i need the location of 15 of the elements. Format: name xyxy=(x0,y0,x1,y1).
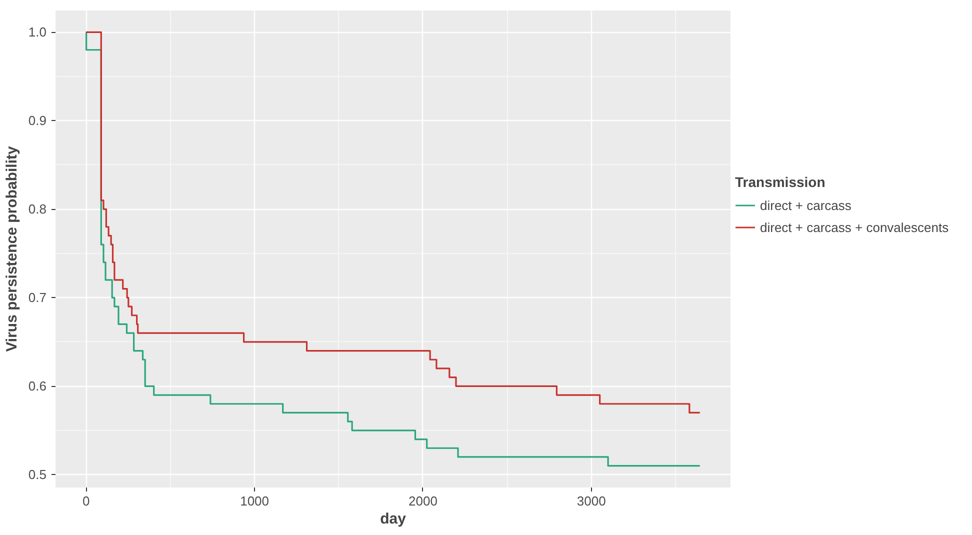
y-tick-label: 0.7 xyxy=(28,290,47,306)
y-tick-label: 1.0 xyxy=(28,24,47,40)
legend-title: Transmission xyxy=(735,174,826,190)
legend-label: direct + carcass xyxy=(760,198,852,212)
y-axis-title: Virus persistence probability xyxy=(3,146,20,352)
y-tick-label: 0.8 xyxy=(28,202,47,217)
y-tick-label: 0.6 xyxy=(28,378,47,394)
y-tick-label: 0.5 xyxy=(28,467,47,482)
x-tick-label: 0 xyxy=(82,494,90,508)
legend-label: direct + carcass + convalescents xyxy=(760,220,949,234)
x-tick-label: 2000 xyxy=(408,494,438,508)
x-tick-label: 3000 xyxy=(576,494,606,508)
y-tick-label: 0.9 xyxy=(28,113,47,128)
x-axis-title: day xyxy=(380,510,407,528)
x-tick-label: 1000 xyxy=(240,494,270,508)
